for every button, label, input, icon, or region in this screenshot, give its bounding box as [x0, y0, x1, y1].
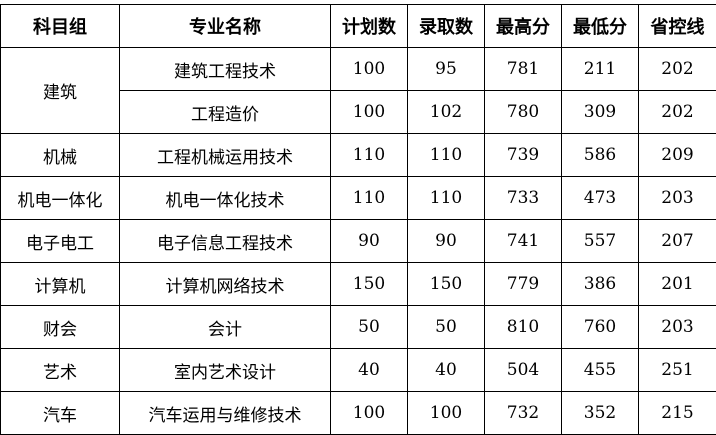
cell-plan: 100	[331, 48, 408, 91]
cell-control: 215	[639, 392, 716, 435]
cell-plan: 100	[331, 392, 408, 435]
cell-min: 211	[562, 48, 639, 91]
cell-admitted: 50	[408, 306, 485, 349]
cell-max: 780	[485, 91, 562, 134]
cell-control: 207	[639, 220, 716, 263]
cell-group: 机械	[1, 134, 120, 177]
cell-control: 202	[639, 91, 716, 134]
cell-control: 202	[639, 48, 716, 91]
cell-min: 586	[562, 134, 639, 177]
cell-major: 工程机械运用技术	[120, 134, 331, 177]
cell-max: 733	[485, 177, 562, 220]
header-admitted: 录取数	[408, 5, 485, 48]
cell-major: 机电一体化技术	[120, 177, 331, 220]
cell-max: 732	[485, 392, 562, 435]
cell-major: 电子信息工程技术	[120, 220, 331, 263]
cell-min: 309	[562, 91, 639, 134]
cell-admitted: 110	[408, 134, 485, 177]
cell-admitted: 90	[408, 220, 485, 263]
cell-major: 工程造价	[120, 91, 331, 134]
header-group: 科目组	[1, 5, 120, 48]
cell-plan: 40	[331, 349, 408, 392]
cell-plan: 150	[331, 263, 408, 306]
cell-min: 455	[562, 349, 639, 392]
cell-min: 473	[562, 177, 639, 220]
cell-major: 室内艺术设计	[120, 349, 331, 392]
cell-max: 810	[485, 306, 562, 349]
cell-max: 741	[485, 220, 562, 263]
cell-max: 739	[485, 134, 562, 177]
cell-plan: 100	[331, 91, 408, 134]
header-major: 专业名称	[120, 5, 331, 48]
cell-admitted: 150	[408, 263, 485, 306]
cell-major: 汽车运用与维修技术	[120, 392, 331, 435]
cell-max: 779	[485, 263, 562, 306]
cell-min: 557	[562, 220, 639, 263]
cell-admitted: 95	[408, 48, 485, 91]
cell-control: 209	[639, 134, 716, 177]
cell-group: 汽车	[1, 392, 120, 435]
cell-group: 艺术	[1, 349, 120, 392]
cell-group: 建筑	[1, 48, 120, 134]
cell-max: 504	[485, 349, 562, 392]
cell-plan: 110	[331, 177, 408, 220]
header-control: 省控线	[639, 5, 716, 48]
cell-admitted: 40	[408, 349, 485, 392]
cell-min: 386	[562, 263, 639, 306]
cell-admitted: 102	[408, 91, 485, 134]
cell-plan: 50	[331, 306, 408, 349]
cell-min: 760	[562, 306, 639, 349]
cell-major: 计算机网络技术	[120, 263, 331, 306]
cell-major: 会计	[120, 306, 331, 349]
cell-control: 203	[639, 306, 716, 349]
header-plan: 计划数	[331, 5, 408, 48]
header-min: 最低分	[562, 5, 639, 48]
cell-group: 机电一体化	[1, 177, 120, 220]
cell-major: 建筑工程技术	[120, 48, 331, 91]
cell-group: 电子电工	[1, 220, 120, 263]
cell-admitted: 100	[408, 392, 485, 435]
cell-group: 计算机	[1, 263, 120, 306]
header-max: 最高分	[485, 5, 562, 48]
cell-control: 251	[639, 349, 716, 392]
cell-max: 781	[485, 48, 562, 91]
cell-plan: 110	[331, 134, 408, 177]
cell-plan: 90	[331, 220, 408, 263]
cell-control: 201	[639, 263, 716, 306]
cell-min: 352	[562, 392, 639, 435]
header-row: 科目组专业名称计划数录取数最高分最低分省控线	[1, 5, 716, 48]
cell-control: 203	[639, 177, 716, 220]
cell-admitted: 110	[408, 177, 485, 220]
cell-group: 财会	[1, 306, 120, 349]
